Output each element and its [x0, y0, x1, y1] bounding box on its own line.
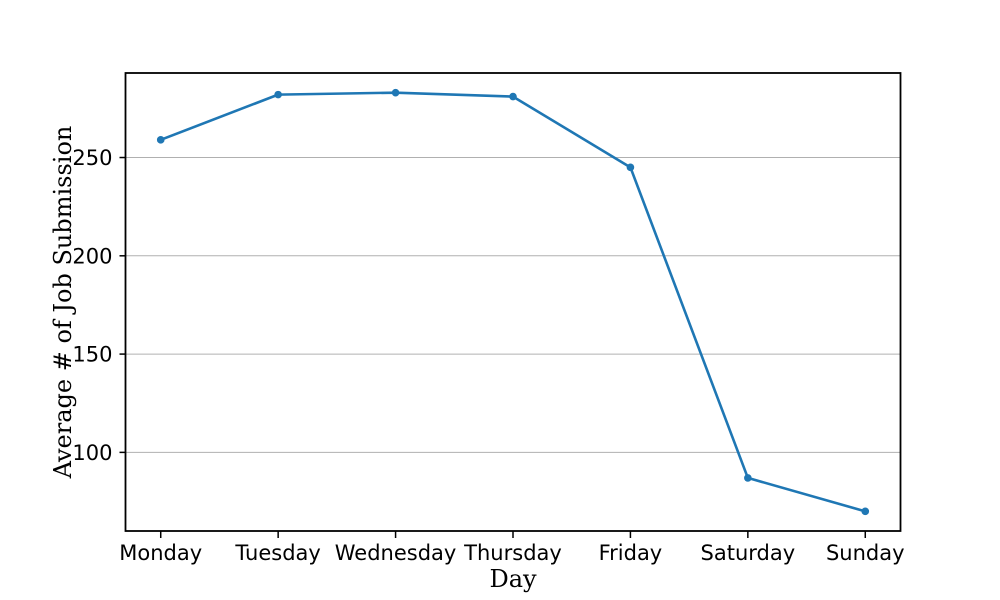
x-tick-label: Thursday: [463, 541, 562, 565]
y-tick-label: 200: [72, 244, 112, 268]
data-point-marker: [274, 90, 282, 99]
data-point-marker: [744, 474, 752, 482]
plot-border: [124, 72, 902, 532]
x-tick-label: Sunday: [826, 541, 905, 565]
data-point-marker: [156, 136, 165, 144]
x-tick-label: Monday: [119, 541, 202, 565]
x-tick-label: Wednesday: [335, 541, 457, 565]
x-tick-label: Friday: [599, 541, 663, 565]
data-point-marker: [509, 92, 517, 101]
data-point-marker: [861, 507, 870, 516]
data-point-marker: [626, 163, 635, 172]
y-axis-label: Average # of Job Submission: [49, 125, 77, 479]
x-tick-label: Saturday: [701, 541, 796, 565]
x-tick-label: Tuesday: [234, 541, 320, 565]
y-tick-label: 100: [72, 441, 112, 465]
data-line: [159, 91, 867, 513]
y-tick-label: 250: [72, 146, 112, 170]
y-tick-label: 150: [72, 343, 112, 367]
data-point-marker: [391, 88, 400, 97]
x-axis-label: Day: [489, 565, 537, 593]
